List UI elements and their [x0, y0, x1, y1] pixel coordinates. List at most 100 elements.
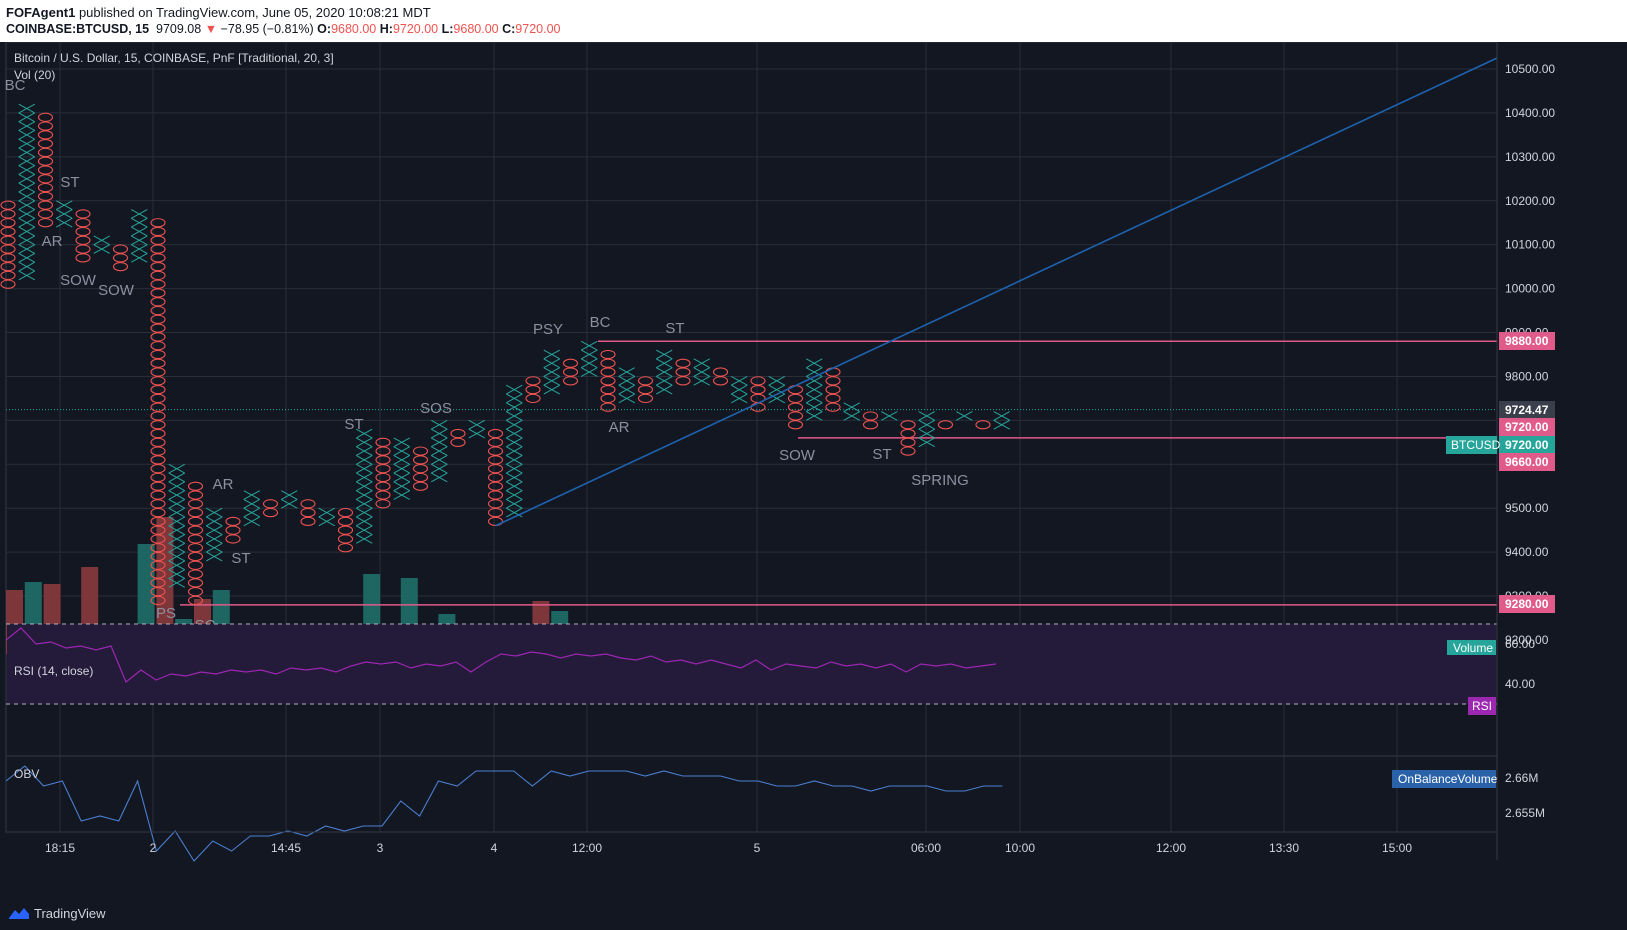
main-pane-bg — [5, 42, 1498, 657]
o-box — [600, 402, 616, 412]
x-column — [468, 419, 485, 439]
o-box — [900, 420, 916, 430]
obv-pane: 2.66M 2.655M OnBalanceVolume — [5, 765, 1545, 862]
price-label[interactable]: 9720.00 — [1499, 418, 1555, 436]
o-column — [487, 428, 504, 527]
price-label-bg — [1499, 436, 1555, 454]
price-label[interactable]: 9280.00 — [1499, 595, 1555, 613]
price-label[interactable]: 9660.00 — [1499, 453, 1555, 471]
x-box — [693, 376, 710, 386]
x-box — [356, 534, 373, 544]
x-box — [356, 481, 373, 492]
x-column — [18, 103, 35, 281]
x-box — [168, 525, 185, 535]
footer-bar: TradingView — [0, 898, 1627, 930]
x-box — [918, 411, 935, 421]
x-box — [843, 411, 860, 421]
o-box — [150, 358, 166, 368]
chart-area[interactable]: BCSTARSOWSOWPSSCARSTSTSOSPSYBCSTARSOWSTS… — [0, 42, 1627, 898]
o-box — [675, 367, 691, 377]
x-box — [131, 209, 148, 219]
author-name[interactable]: FOFAgent1 — [6, 5, 76, 20]
o-column — [187, 481, 204, 606]
x-box — [506, 384, 523, 395]
o-box — [450, 428, 466, 439]
price-axis[interactable]: 10500.00 10400.00 10300.00 10200.00 10100.00… — [1446, 42, 1555, 860]
x-box — [431, 446, 448, 456]
o-box — [900, 437, 916, 447]
x-box — [18, 191, 35, 202]
x-column — [918, 411, 935, 448]
o-box — [37, 147, 54, 158]
x-column — [281, 490, 298, 509]
publish-info: published on TradingView.com, June 05, 2… — [75, 5, 431, 20]
x-box — [806, 358, 823, 369]
o-column — [300, 499, 316, 527]
rsi-tag[interactable]: RSI — [1468, 697, 1496, 715]
price-tick-label: 10500.00 — [1505, 62, 1555, 76]
trendline-line[interactable] — [495, 57, 1498, 527]
time-tick-label: 13:30 — [1269, 841, 1299, 855]
high-value: 9720.00 — [392, 22, 439, 36]
o-column — [862, 411, 879, 430]
x-box — [168, 534, 185, 544]
o-column — [900, 420, 916, 456]
x-box — [131, 253, 148, 263]
time-axis[interactable]: 18:15 2 14:45 3 4 12:00 5 06:00 10:00 12:00 13:30 1… — [6, 831, 1497, 855]
price-label[interactable]: 9880.00 — [1499, 332, 1555, 350]
x-column — [956, 411, 973, 421]
x-box — [693, 358, 710, 369]
o-box — [187, 587, 204, 597]
symbol-tag[interactable]: BTCUSD — [1446, 436, 1501, 454]
x-box — [618, 384, 635, 395]
x-box — [656, 349, 673, 360]
time-tick-label: 4 — [491, 841, 498, 855]
obv-tag[interactable]: OnBalanceVolume — [1392, 770, 1498, 788]
o-box — [300, 516, 316, 527]
o-box — [487, 428, 504, 439]
o-box — [150, 314, 166, 324]
o-box — [225, 516, 241, 527]
volume-tag[interactable]: Volume — [1447, 640, 1496, 655]
o-box — [450, 437, 466, 447]
x-box — [168, 569, 185, 579]
tradingview-logo-icon[interactable] — [8, 906, 30, 920]
o-box — [412, 464, 429, 474]
price-label[interactable]: 9720.00 — [1499, 436, 1555, 454]
o-box — [150, 297, 166, 307]
trendline[interactable] — [495, 57, 1498, 527]
x-box — [18, 182, 35, 193]
x-box — [56, 209, 73, 219]
obv-pane-frame — [5, 755, 1498, 833]
o-box — [375, 481, 391, 491]
symbol-tag-bg — [1446, 436, 1497, 454]
tradingview-brand[interactable]: TradingView — [34, 906, 106, 921]
price-label[interactable]: 9724.47 — [1499, 401, 1555, 419]
wyckoff-label: SPRING — [911, 472, 969, 489]
o-box — [112, 261, 129, 272]
x-box — [956, 411, 973, 421]
x-box — [131, 244, 148, 254]
x-box — [506, 507, 523, 518]
x-box — [431, 463, 448, 474]
x-column — [543, 349, 560, 395]
rsi-band — [7, 624, 1496, 704]
low-label: L: — [441, 22, 454, 36]
o-box — [150, 437, 166, 447]
o-box — [0, 270, 16, 281]
x-box — [18, 253, 35, 263]
ohlc-line: COINBASE:BTCUSD, 15 9709.08 ▼ −78.95 (−0… — [6, 22, 560, 36]
x-box — [543, 376, 560, 386]
o-box — [150, 226, 166, 237]
main-pane-title: Bitcoin / U.S. Dollar, 15, COINBASE, PnF… — [14, 51, 334, 65]
o-box — [600, 393, 616, 404]
x-box — [18, 138, 35, 149]
x-box — [206, 534, 223, 544]
o-column — [937, 420, 954, 430]
o-box — [112, 253, 129, 263]
o-box — [487, 499, 504, 509]
x-box — [618, 376, 635, 386]
x-box — [18, 147, 35, 158]
o-box — [150, 420, 166, 430]
rsi-line — [5, 627, 997, 683]
